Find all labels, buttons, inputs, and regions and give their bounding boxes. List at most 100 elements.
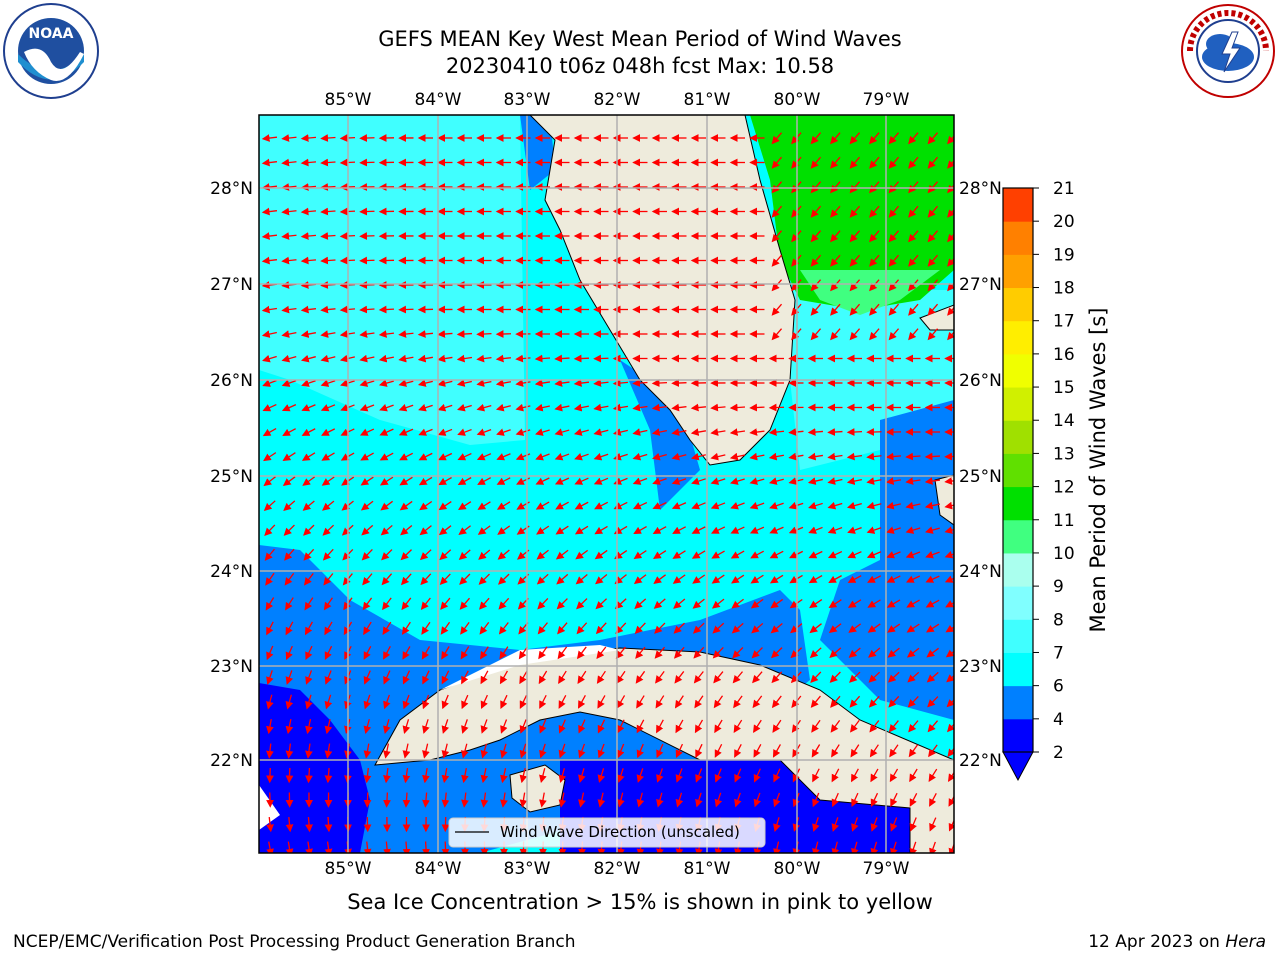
wind-arrow [656, 768, 664, 783]
wind-arrow [947, 184, 954, 194]
wind-arrow [456, 379, 472, 387]
wind-arrow [457, 452, 472, 461]
wind-arrow [264, 548, 275, 561]
footer-date: 12 Apr 2023 on Hera [1088, 932, 1266, 952]
wind-arrow [496, 501, 511, 510]
wind-arrow [810, 181, 822, 194]
wind-arrow [515, 379, 531, 387]
wind-arrow [733, 695, 743, 709]
wind-arrow [320, 404, 336, 412]
wind-arrow [831, 768, 840, 783]
wind-arrow [383, 670, 391, 685]
wind-arrow [944, 452, 954, 461]
wind-arrow [867, 623, 881, 633]
wind-arrow [300, 330, 316, 338]
wind-arrow [401, 621, 411, 635]
wind-arrow [519, 768, 528, 784]
wind-arrow [771, 695, 782, 709]
wind-arrow [441, 743, 450, 759]
wind-arrow [402, 694, 410, 710]
wind-arrow [266, 694, 274, 710]
wind-arrow [733, 719, 743, 734]
wind-arrow [400, 549, 412, 561]
wind-arrow [515, 428, 531, 436]
wind-arrow [710, 428, 726, 436]
wind-arrow [830, 181, 841, 194]
wind-arrow [927, 328, 939, 341]
wind-arrow [539, 719, 547, 734]
wind-arrow [751, 647, 763, 659]
wind-arrow [519, 719, 527, 734]
wind-arrow [729, 452, 745, 461]
wind-arrow [263, 476, 276, 487]
wind-arrow [673, 598, 686, 609]
wind-arrow [633, 550, 647, 560]
wind-arrow [925, 575, 940, 583]
wind-arrow [909, 817, 917, 832]
wind-arrow [418, 428, 433, 436]
legend-label: Wind Wave Direction (unscaled) [500, 823, 740, 841]
wind-arrow [320, 379, 336, 387]
lon-label-top: 85°W [325, 90, 372, 110]
wind-arrow [495, 379, 512, 387]
wind-arrow [652, 477, 667, 485]
wind-arrow [713, 671, 724, 684]
wind-arrow [480, 743, 489, 759]
colorbar-tick-label: 4 [1053, 710, 1064, 730]
wind-arrow [575, 549, 589, 560]
wind-arrow [281, 232, 297, 240]
wind-arrow [635, 670, 646, 684]
wind-arrow [808, 574, 823, 584]
lon-label-top: 82°W [594, 90, 641, 110]
wind-arrow [536, 549, 549, 560]
wind-arrow [692, 622, 705, 634]
wind-arrow [671, 403, 687, 412]
wind-arrow [866, 501, 882, 510]
wind-arrow [695, 743, 703, 758]
wind-arrow [438, 501, 452, 511]
wind-arrow [713, 695, 724, 709]
colorbar-segment [1003, 353, 1033, 388]
wind-arrow [812, 841, 820, 853]
wind-arrow [947, 331, 954, 341]
wind-arrow [908, 205, 919, 218]
wind-arrow [849, 695, 861, 708]
wind-arrow [398, 428, 414, 436]
wind-arrow [359, 379, 375, 387]
wind-arrow [867, 575, 882, 583]
wind-arrow [849, 279, 861, 292]
wind-arrow [360, 500, 374, 511]
wind-arrow [421, 621, 431, 635]
wind-arrow [926, 671, 939, 683]
wind-arrow [322, 548, 334, 561]
wind-arrow [285, 621, 294, 636]
footer-host: Hera [1225, 932, 1266, 952]
wind-arrow [285, 816, 294, 833]
wind-arrow [480, 768, 489, 784]
wind-arrow [729, 403, 746, 412]
wind-arrow [285, 767, 294, 784]
wind-arrow [830, 328, 841, 341]
wind-arrow [515, 403, 531, 412]
wind-arrow [555, 549, 569, 560]
wind-arrow [594, 549, 608, 560]
colorbar-tick-label: 19 [1053, 245, 1075, 265]
wind-arrow [476, 453, 492, 461]
wind-arrow [439, 549, 452, 561]
wind-arrow [283, 524, 295, 536]
wind-arrow [773, 841, 781, 853]
wind-arrow [830, 695, 841, 708]
wind-arrow [652, 502, 667, 510]
wind-arrow [497, 525, 511, 535]
wind-arrow [459, 573, 471, 585]
wind-arrow [400, 573, 412, 586]
wind-arrow [752, 671, 763, 684]
wind-arrow [851, 792, 859, 808]
wind-arrow [515, 453, 531, 461]
wind-arrow [284, 572, 295, 586]
wind-arrow [498, 597, 510, 610]
colorbar-tick-label: 15 [1053, 378, 1075, 398]
wind-arrow [480, 792, 489, 808]
wind-arrow [320, 256, 336, 265]
wind-arrow [908, 303, 919, 316]
